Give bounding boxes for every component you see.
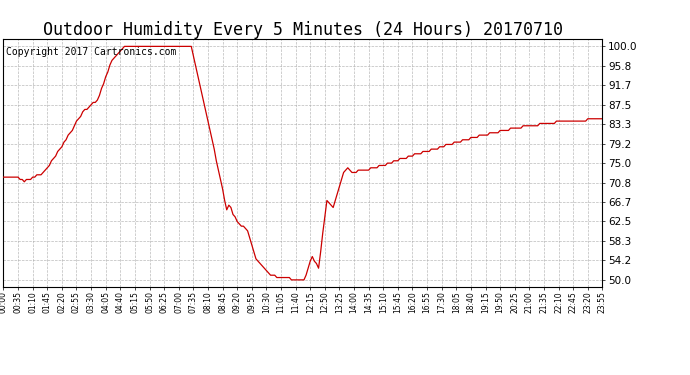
Text: Humidity  (%): Humidity (%) <box>504 56 580 66</box>
Text: Copyright 2017 Cartronics.com: Copyright 2017 Cartronics.com <box>6 47 176 57</box>
Title: Outdoor Humidity Every 5 Minutes (24 Hours) 20170710: Outdoor Humidity Every 5 Minutes (24 Hou… <box>43 21 563 39</box>
